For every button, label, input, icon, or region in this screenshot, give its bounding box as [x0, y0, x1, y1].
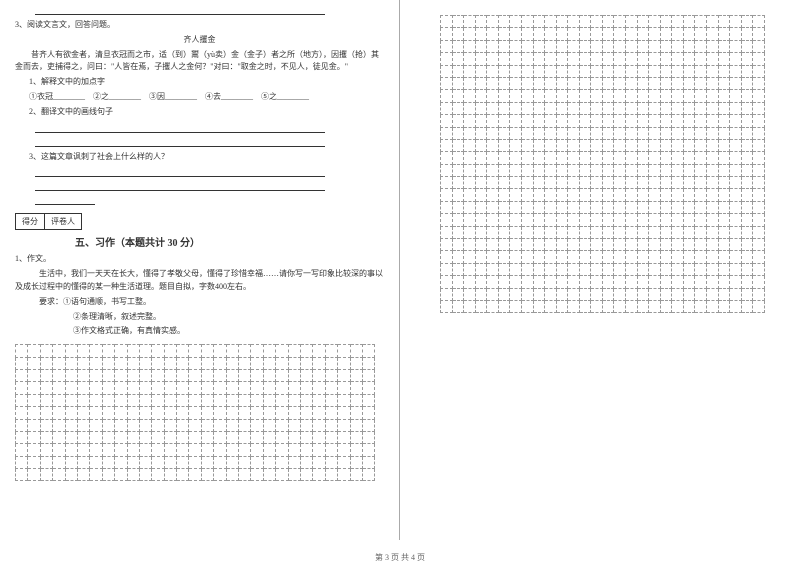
writing-grid-right	[440, 15, 765, 313]
answer-line-short	[35, 195, 95, 205]
answer-line-top	[35, 5, 325, 15]
q1-label: 1、作文。	[15, 253, 384, 266]
q3-sub1-title: 1、解释文中的加点字	[29, 76, 384, 89]
page-footer: 第 3 页 共 4 页	[0, 552, 800, 563]
answer-line	[35, 137, 325, 147]
q3-sub1-items: ①衣冠________ ②之________ ③因________ ④去____…	[29, 91, 384, 104]
q3-prompt: 3、阅读文言文，回答问题。	[15, 19, 384, 32]
q3-sub3-title: 3、这篇文章讽刺了社会上什么样的人？	[29, 151, 384, 164]
answer-line	[35, 181, 325, 191]
q3-title: 齐人攫金	[15, 34, 384, 47]
answer-line	[35, 167, 325, 177]
req1: 要求：①语句通顺，书写工整。	[39, 296, 384, 309]
req2: ②条理清晰，叙述完整。	[73, 311, 384, 324]
q1-body: 生活中，我们一天天在长大，懂得了孝敬父母，懂得了珍惜幸福……请你写一写印象比较深…	[15, 268, 384, 294]
grader-label: 评卷人	[45, 213, 82, 230]
section5-title: 五、习作（本题共计 30 分）	[75, 234, 384, 249]
q3-sub2-title: 2、翻译文中的画线句子	[29, 106, 384, 119]
req3: ③作文格式正确，有真情实感。	[73, 325, 384, 338]
q3-passage: 昔齐人有欲金者，清旦衣冠而之市，适（到）鬻（yù卖）金（金子）者之所（地方），因…	[15, 49, 384, 75]
answer-line	[35, 123, 325, 133]
score-label: 得分	[15, 213, 45, 230]
writing-grid-left	[15, 344, 384, 481]
score-box: 得分 评卷人	[15, 213, 384, 230]
